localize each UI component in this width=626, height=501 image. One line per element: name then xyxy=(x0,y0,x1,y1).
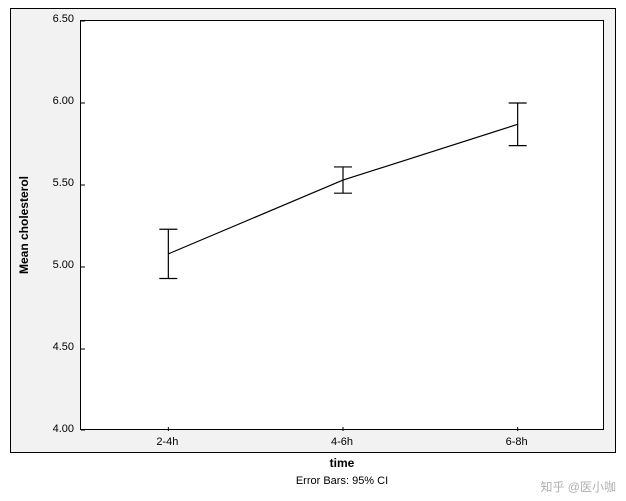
y-tick-label: 4.50 xyxy=(53,341,74,353)
y-axis-title: Mean cholesterol xyxy=(17,176,31,274)
y-tick-label: 5.50 xyxy=(53,177,74,189)
y-tick-label: 5.00 xyxy=(53,259,74,271)
x-axis-title: time xyxy=(330,456,355,470)
plot-area xyxy=(80,20,604,430)
watermark-text: 知乎 @医小咖 xyxy=(540,478,616,495)
y-tick-label: 6.50 xyxy=(53,13,74,25)
y-tick-label: 4.00 xyxy=(53,423,74,435)
x-tick-label: 6-8h xyxy=(487,436,547,448)
plot-svg xyxy=(81,21,605,431)
error-bar-caption: Error Bars: 95% CI xyxy=(296,475,388,487)
x-tick-label: 4-6h xyxy=(312,436,372,448)
figure-root: 4.00 4.50 5.00 5.50 6.00 6.50 2-4h 4-6h 6-8h Mea… xyxy=(0,0,626,501)
y-tick-label: 6.00 xyxy=(53,95,74,107)
x-tick-label: 2-4h xyxy=(137,436,197,448)
